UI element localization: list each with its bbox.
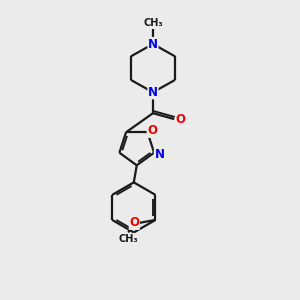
Text: N: N	[148, 38, 158, 50]
Text: O: O	[147, 124, 157, 137]
Text: O: O	[129, 216, 139, 230]
Text: CH₃: CH₃	[118, 234, 138, 244]
Text: N: N	[148, 86, 158, 99]
Text: N: N	[154, 148, 164, 161]
Text: O: O	[176, 112, 186, 126]
Text: CH₃: CH₃	[143, 18, 163, 28]
